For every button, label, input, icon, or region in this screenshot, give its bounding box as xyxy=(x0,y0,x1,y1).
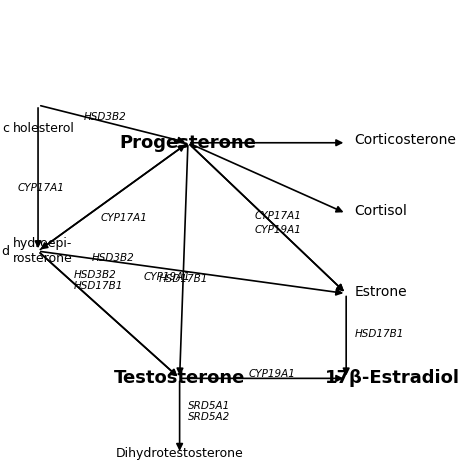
Text: CYP17A1: CYP17A1 xyxy=(255,211,301,221)
Text: Cortisol: Cortisol xyxy=(355,204,407,218)
Text: 17β-Estradiol: 17β-Estradiol xyxy=(325,369,460,387)
Text: c: c xyxy=(2,122,9,135)
Text: CYP19A1: CYP19A1 xyxy=(144,272,191,282)
Text: CYP17A1: CYP17A1 xyxy=(17,182,64,192)
Text: hydroepi-
rosterone: hydroepi- rosterone xyxy=(13,237,73,265)
Text: CYP17A1: CYP17A1 xyxy=(100,213,147,223)
Text: Dihydrotestosterone: Dihydrotestosterone xyxy=(116,447,244,460)
Text: CYP19A1: CYP19A1 xyxy=(248,369,295,379)
Text: d: d xyxy=(1,245,9,258)
Text: HSD3B2: HSD3B2 xyxy=(92,253,135,263)
Text: HSD17B1: HSD17B1 xyxy=(355,328,404,338)
Text: HSD3B2: HSD3B2 xyxy=(73,270,116,280)
Text: SRD5A1
SRD5A2: SRD5A1 SRD5A2 xyxy=(188,401,230,422)
Text: HSD17B1: HSD17B1 xyxy=(73,282,123,292)
Text: Testosterone: Testosterone xyxy=(114,369,246,387)
Text: Corticosterone: Corticosterone xyxy=(355,133,456,147)
Text: HSD17B1: HSD17B1 xyxy=(159,274,208,284)
Text: HSD3B2: HSD3B2 xyxy=(83,112,126,122)
Text: holesterol: holesterol xyxy=(13,122,75,135)
Text: CYP19A1: CYP19A1 xyxy=(255,225,301,235)
Text: Estrone: Estrone xyxy=(355,285,407,299)
Text: Progesterone: Progesterone xyxy=(119,134,256,152)
